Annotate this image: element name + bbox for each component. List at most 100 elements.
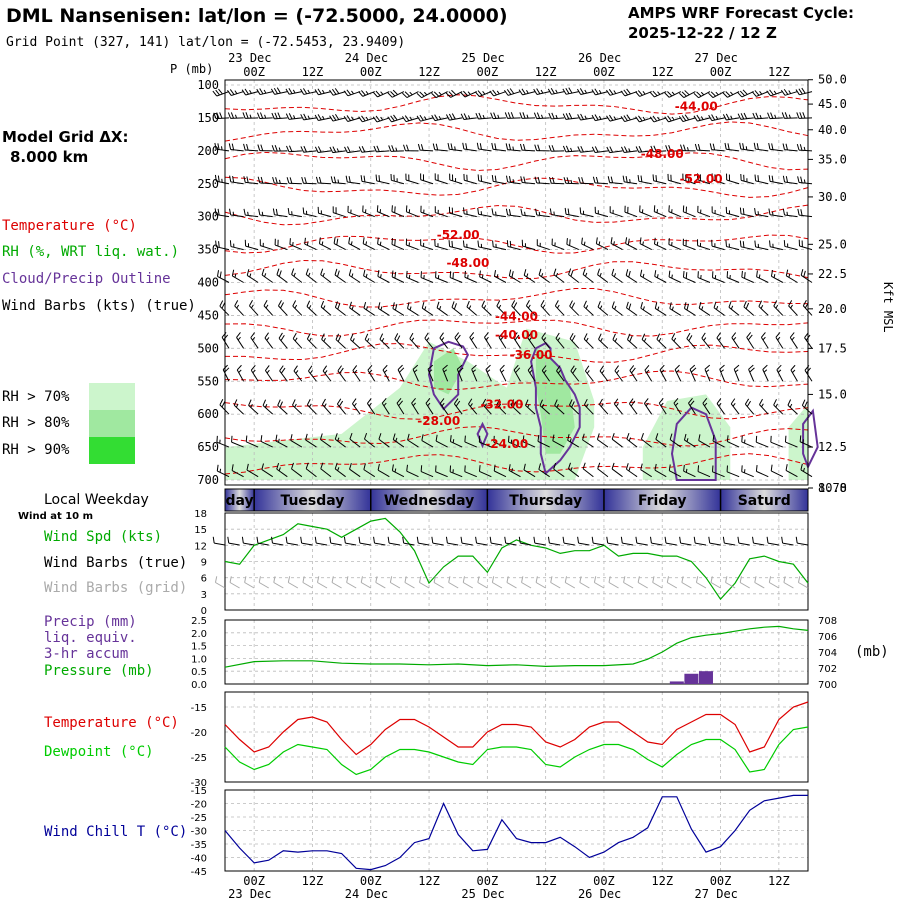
- upper-wind-barb: [649, 115, 667, 123]
- upper-wind-barb-staff: [610, 243, 623, 251]
- upper-wind-barb: [538, 463, 550, 478]
- upper-wind-barb-feather: [755, 112, 759, 119]
- pressure-tick-label: 450: [197, 308, 219, 322]
- surface-wind-barb-true-staff: [680, 542, 692, 546]
- upper-wind-barb-feather: [768, 175, 771, 182]
- upper-wind-barb-feather: [571, 401, 575, 408]
- upper-wind-barb-feather: [571, 302, 576, 309]
- surface-wind-barb-true: [373, 536, 386, 546]
- upper-wind-barb-staff: [625, 275, 638, 283]
- upper-wind-barb-staff: [614, 370, 623, 382]
- upper-wind-barb-staff: [264, 337, 274, 349]
- upper-wind-barb-feather: [510, 112, 514, 119]
- upper-wind-barb-half-feather: [642, 273, 645, 278]
- upper-wind-barb-staff: [332, 150, 346, 154]
- upper-wind-barb-staff: [741, 441, 754, 448]
- upper-wind-barb: [728, 301, 740, 316]
- upper-wind-barb: [442, 364, 449, 382]
- upper-wind-barb-feather: [464, 270, 466, 278]
- upper-wind-barb: [231, 464, 244, 478]
- upper-wind-barb: [673, 397, 682, 415]
- upper-wind-barb-staff: [263, 305, 274, 316]
- upper-wind-barb: [409, 332, 419, 349]
- upper-wind-barb-feather: [743, 300, 747, 308]
- upper-wind-barb: [231, 269, 244, 283]
- surface-wind-barb-grid-staff: [608, 582, 619, 589]
- upper-wind-barb-staff: [421, 440, 434, 448]
- upper-wind-barb-staff: [775, 337, 784, 349]
- upper-wind-barb-half-feather: [235, 403, 239, 408]
- upper-wind-barb-staff: [507, 91, 521, 96]
- upper-wind-barb-feather: [635, 116, 640, 123]
- upper-wind-barb: [762, 364, 769, 382]
- upper-wind-barb-staff: [789, 337, 798, 349]
- upper-wind-barb-feather: [652, 174, 655, 181]
- upper-wind-barb-feather: [770, 112, 774, 119]
- upper-wind-barb: [582, 462, 594, 478]
- upper-wind-barb: [796, 143, 813, 152]
- upper-wind-barb: [553, 462, 565, 478]
- upper-wind-barb: [243, 143, 259, 152]
- upper-wind-barb-feather: [314, 146, 319, 153]
- upper-wind-barb-staff: [262, 405, 274, 415]
- surface-wind-barb-true-staff: [549, 542, 561, 546]
- surface-wind-barb-true-feather: [547, 536, 550, 544]
- surface-wind-barb-true-feather: [737, 536, 740, 544]
- upper-wind-barb: [292, 399, 303, 415]
- upper-wind-barb-feather: [518, 89, 523, 96]
- upper-wind-barb-feather: [392, 433, 396, 440]
- upper-wind-barb: [214, 174, 230, 185]
- upper-wind-barb-staff: [769, 180, 783, 185]
- upper-wind-barb: [476, 142, 492, 152]
- upper-wind-barb-feather: [742, 89, 748, 95]
- upper-wind-barb-feather: [349, 301, 352, 308]
- upper-wind-barb: [320, 268, 332, 283]
- upper-wind-barb: [782, 208, 798, 218]
- legend-sfc-temperature: Temperature (°C): [44, 715, 179, 731]
- upper-wind-barb-half-feather: [249, 90, 252, 94]
- surface-wind-barb-grid-staff: [462, 582, 474, 589]
- upper-wind-barb-feather: [349, 432, 353, 440]
- surface-wind-barb-true-feather: [649, 536, 652, 544]
- upper-wind-barb-feather: [713, 301, 717, 308]
- upper-wind-barb: [711, 239, 725, 251]
- upper-wind-barb: [776, 364, 784, 382]
- upper-wind-barb-staff: [246, 441, 259, 448]
- panel-tick-label: -30: [191, 778, 207, 789]
- upper-wind-barb-staff: [349, 468, 361, 478]
- upper-wind-barb: [680, 144, 696, 152]
- upper-wind-barb: [578, 176, 594, 185]
- upper-wind-barb: [349, 301, 361, 316]
- upper-wind-barb-half-feather: [661, 369, 665, 373]
- upper-wind-barb-half-feather: [441, 337, 445, 341]
- upper-wind-barb-staff: [552, 440, 565, 448]
- upper-wind-barb-feather: [541, 332, 546, 339]
- upper-wind-barb: [753, 142, 769, 152]
- upper-wind-barb: [581, 237, 594, 251]
- upper-wind-barb-staff: [230, 214, 244, 218]
- upper-wind-barb-feather: [625, 176, 628, 183]
- upper-wind-barb-feather: [667, 91, 673, 97]
- upper-wind-barb-feather: [708, 114, 713, 121]
- upper-wind-barb-feather: [552, 434, 555, 441]
- upper-wind-barb-half-feather: [485, 336, 489, 341]
- upper-wind-barb-feather: [394, 239, 396, 246]
- upper-wind-barb-staff: [711, 149, 725, 152]
- upper-wind-barb-feather: [336, 270, 340, 277]
- upper-wind-barb-feather: [800, 176, 803, 183]
- upper-wind-barb-feather: [724, 142, 727, 150]
- upper-wind-barb-feather: [555, 332, 560, 339]
- upper-wind-barb: [477, 207, 492, 218]
- upper-wind-barb: [599, 365, 609, 382]
- upper-wind-barb-staff: [335, 307, 346, 316]
- upper-wind-barb-half-feather: [541, 114, 544, 119]
- kft-tick-label: 12.5: [818, 440, 847, 454]
- upper-wind-barb-staff: [726, 277, 740, 283]
- upper-wind-barb-feather: [392, 89, 398, 96]
- upper-wind-barb-feather: [598, 333, 602, 340]
- upper-wind-barb-feather: [482, 398, 487, 405]
- upper-wind-barb-feather: [436, 301, 440, 308]
- upper-wind-barb-staff: [420, 471, 434, 478]
- surface-wind-barb-true-feather: [708, 536, 711, 544]
